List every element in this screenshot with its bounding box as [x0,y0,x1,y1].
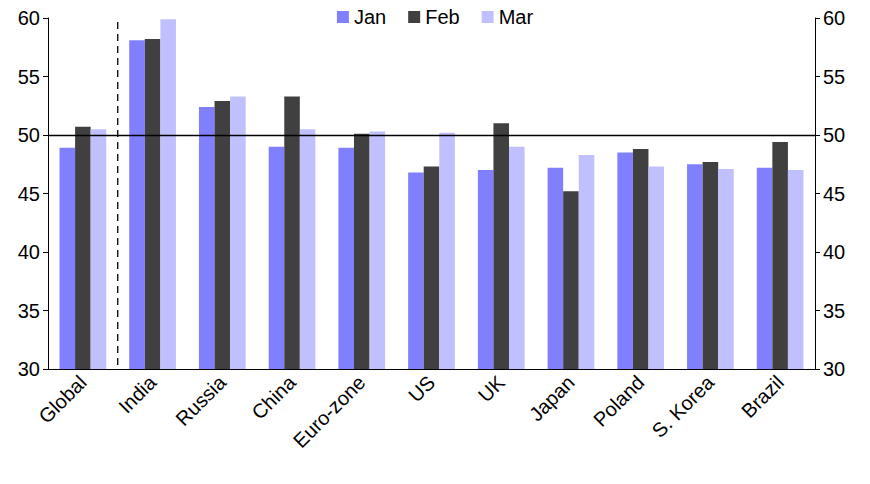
svg-text:60: 60 [823,7,845,29]
svg-text:Mar: Mar [499,6,534,28]
svg-text:India: India [114,371,161,418]
svg-text:40: 40 [823,241,845,263]
svg-text:30: 30 [18,358,40,380]
svg-text:Feb: Feb [425,6,459,28]
svg-text:35: 35 [18,300,40,322]
svg-text:Jan: Jan [354,6,386,28]
svg-text:40: 40 [18,241,40,263]
svg-text:S. Korea: S. Korea [648,371,719,442]
svg-text:Euro-zone: Euro-zone [289,371,370,452]
svg-text:55: 55 [823,66,845,88]
svg-text:Global: Global [34,371,90,427]
svg-text:US: US [404,371,439,406]
svg-text:50: 50 [823,124,845,146]
svg-text:Brazil: Brazil [737,371,788,422]
svg-text:China: China [247,371,300,424]
svg-text:60: 60 [18,7,40,29]
svg-text:45: 45 [823,183,845,205]
svg-text:Poland: Poland [589,371,649,431]
svg-text:55: 55 [18,66,40,88]
svg-text:Russia: Russia [171,371,230,430]
svg-text:45: 45 [18,183,40,205]
svg-text:50: 50 [18,124,40,146]
svg-text:Japan: Japan [525,371,579,425]
svg-text:UK: UK [474,371,510,407]
svg-text:30: 30 [823,358,845,380]
svg-text:35: 35 [823,300,845,322]
